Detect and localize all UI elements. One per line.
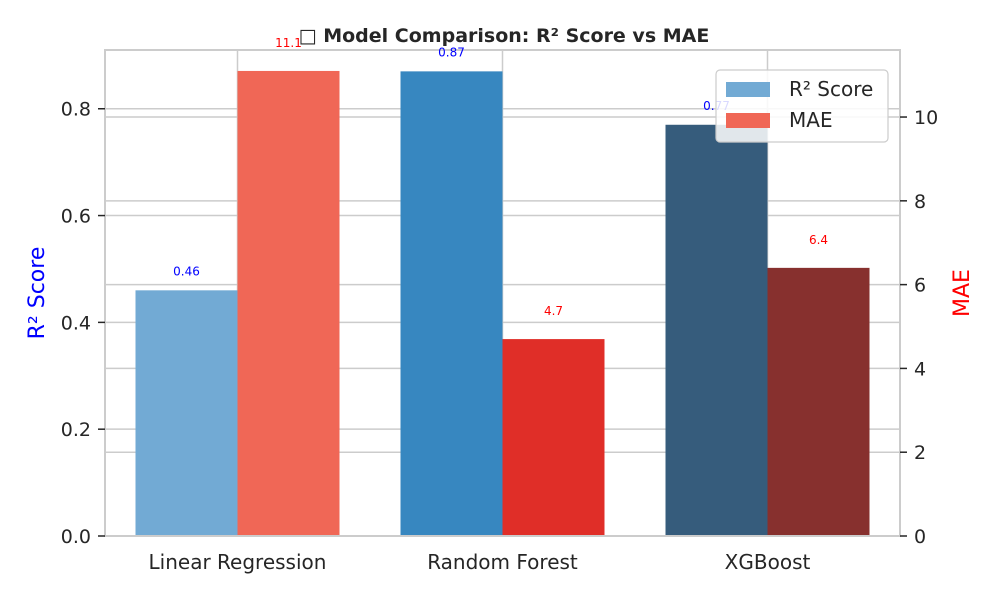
y-tick-label: 0.2 [61,419,91,441]
legend-swatch [726,82,770,97]
y-tick-label: 0.4 [61,312,91,334]
legend: R² Score MAE [715,69,889,143]
bar-r2-score [135,290,238,536]
bar-r2-score [665,124,768,537]
y2-axis-label: MAE [950,269,975,317]
data-label-r2-score: 0.87 [438,45,465,59]
y2-tick-label: 4 [914,358,926,380]
x-tick-label: XGBoost [725,550,811,574]
y-tick-label: 0.6 [61,206,91,228]
data-label-mae: 11.1 [275,36,302,50]
y-tick-label: 0.0 [61,526,91,548]
data-label-mae: 4.7 [544,304,563,318]
y2-tick-label: 0 [914,526,926,548]
legend-label: R² Score [789,77,873,101]
x-tick-label: Linear Regression [149,550,327,574]
bar-mae [237,70,340,536]
frame-layer [104,49,901,537]
plot-frame [104,49,901,537]
y2-tick-label: 6 [914,275,926,297]
legend-swatch [726,113,770,128]
bar-r2-score [400,71,503,536]
y-tick-label: 0.8 [61,99,91,121]
x-tick-label: Random Forest [427,550,578,574]
legend-label: MAE [789,108,833,132]
y2-tick-label: 2 [914,442,926,464]
data-label-r2-score: 0.46 [173,264,200,278]
y2-tick-label: 10 [914,107,938,129]
bar-layer [135,70,870,537]
bar-mae [502,339,605,536]
data-label-mae: 6.4 [809,233,828,247]
label-layer: 0.4611.10.874.70.776.40.00.20.40.60.8024… [25,36,975,574]
bar-mae [767,267,870,536]
y-axis-label: R² Score [25,247,50,340]
chart-title: □ Model Comparison: R² Score vs MAE [299,25,710,47]
y2-tick-label: 8 [914,191,926,213]
